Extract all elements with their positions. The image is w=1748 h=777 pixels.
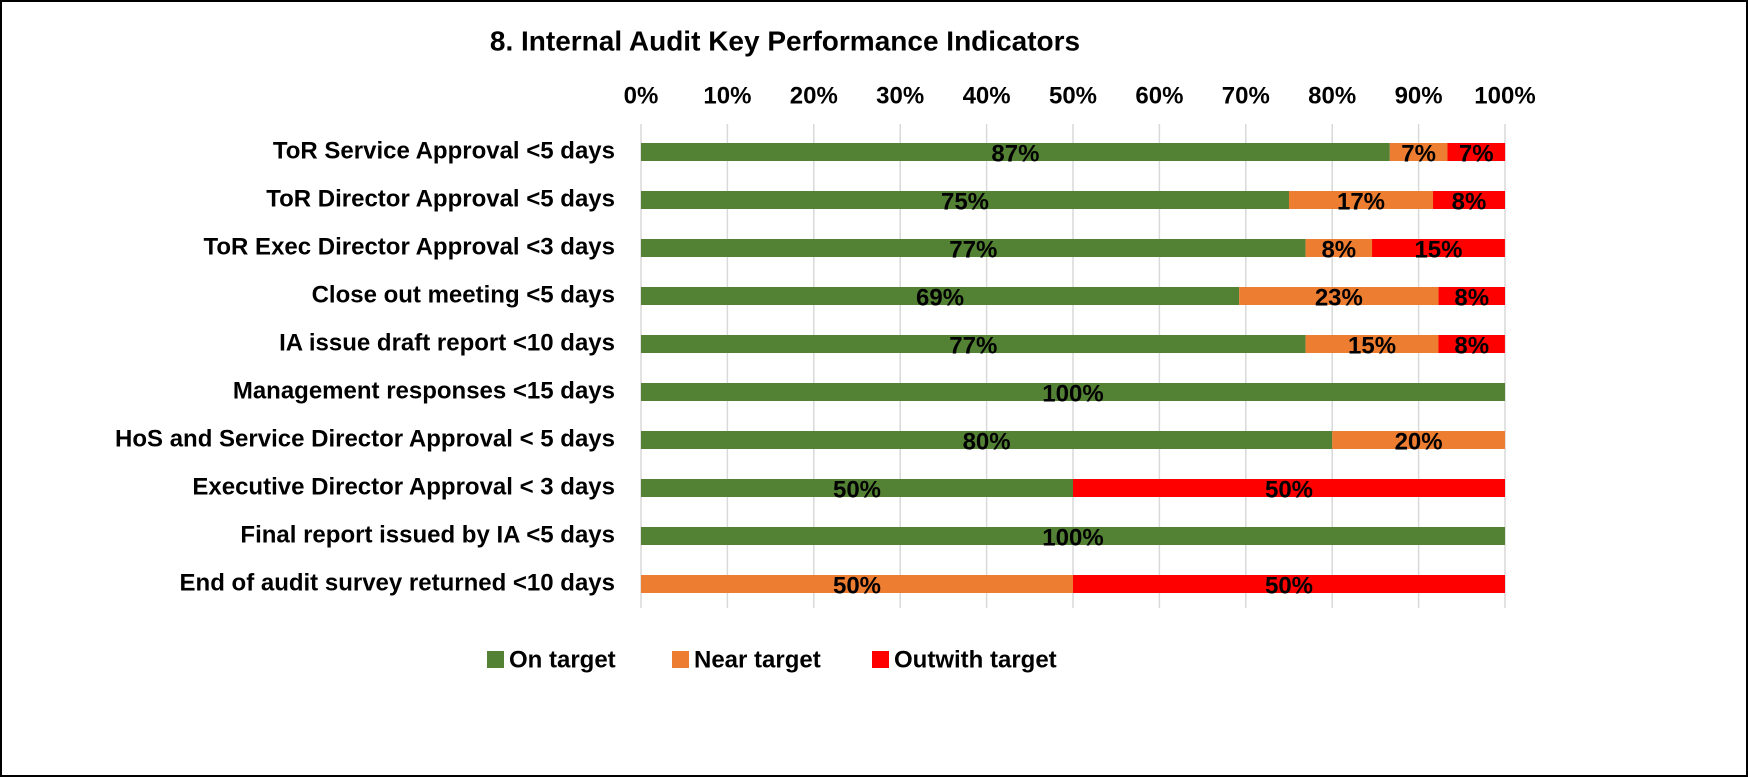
data-label: 23% [1315,284,1363,311]
y-tick-label: HoS and Service Director Approval < 5 da… [115,425,615,452]
data-label: 80% [963,428,1011,455]
bar-segment [641,335,1306,353]
data-label: 15% [1348,332,1396,359]
bar-segment [641,191,1289,209]
data-label: 69% [916,284,964,311]
y-tick-label: End of audit survey returned <10 days [180,569,615,596]
x-tick-label: 40% [963,82,1011,109]
y-tick-label: IA issue draft report <10 days [279,329,615,356]
bar-segment [641,575,1073,593]
data-label: 20% [1395,428,1443,455]
legend-swatch [872,651,889,668]
data-label: 50% [833,476,881,503]
y-tick-label: Management responses <15 days [233,377,615,404]
data-label: 8% [1454,332,1489,359]
chart-title: 8. Internal Audit Key Performance Indica… [490,25,1080,56]
bar-segment [1239,287,1439,305]
data-label: 87% [991,140,1039,167]
data-label: 7% [1459,140,1494,167]
bar-segment [1438,287,1505,305]
x-tick-label: 100% [1474,82,1535,109]
bar-segment [1447,143,1506,161]
legend-swatch [672,651,689,668]
data-label: 75% [941,188,989,215]
bar-segment [1289,191,1434,209]
x-tick-label: 0% [624,82,659,109]
y-tick-label: ToR Service Approval <5 days [273,137,615,164]
bar-segment [1372,239,1505,257]
y-tick-label: ToR Exec Director Approval <3 days [204,233,615,260]
y-tick-label: Executive Director Approval < 3 days [192,473,615,500]
bar-segment [1305,335,1439,353]
data-label: 8% [1321,236,1356,263]
bar-segment [1433,191,1505,209]
legend-label: Near target [694,646,821,673]
bar-segment [1305,239,1373,257]
bar-segment [1438,335,1505,353]
bar-segment [641,239,1306,257]
y-tick-label: Close out meeting <5 days [312,281,615,308]
y-tick-label: Final report issued by IA <5 days [240,521,615,548]
legend-swatch [487,651,504,668]
bar-segment [641,383,1505,401]
data-label: 100% [1042,380,1103,407]
x-tick-label: 20% [790,82,838,109]
bar-segment [1073,479,1505,497]
data-label: 50% [1265,572,1313,599]
data-label: 17% [1337,188,1385,215]
bar-segment [1073,575,1505,593]
data-label: 15% [1414,236,1462,263]
x-tick-label: 70% [1222,82,1270,109]
bar-segment [641,287,1240,305]
bar-segment [641,479,1073,497]
x-tick-label: 90% [1395,82,1443,109]
x-tick-label: 10% [703,82,751,109]
data-label: 100% [1042,524,1103,551]
bar-segment [641,143,1390,161]
x-tick-label: 50% [1049,82,1097,109]
x-tick-label: 30% [876,82,924,109]
x-tick-label: 60% [1135,82,1183,109]
bar-segment [1332,431,1505,449]
bar-segment [641,527,1505,545]
data-label: 50% [1265,476,1313,503]
y-tick-label: ToR Director Approval <5 days [266,185,615,212]
bar-segment [641,431,1333,449]
data-label: 50% [833,572,881,599]
legend-label: Outwith target [894,646,1057,673]
data-label: 7% [1401,140,1436,167]
legend-label: On target [509,646,616,673]
x-tick-label: 80% [1308,82,1356,109]
data-label: 8% [1454,284,1489,311]
data-label: 77% [949,332,997,359]
data-label: 8% [1452,188,1487,215]
bar-segment [1389,143,1448,161]
data-label: 77% [949,236,997,263]
